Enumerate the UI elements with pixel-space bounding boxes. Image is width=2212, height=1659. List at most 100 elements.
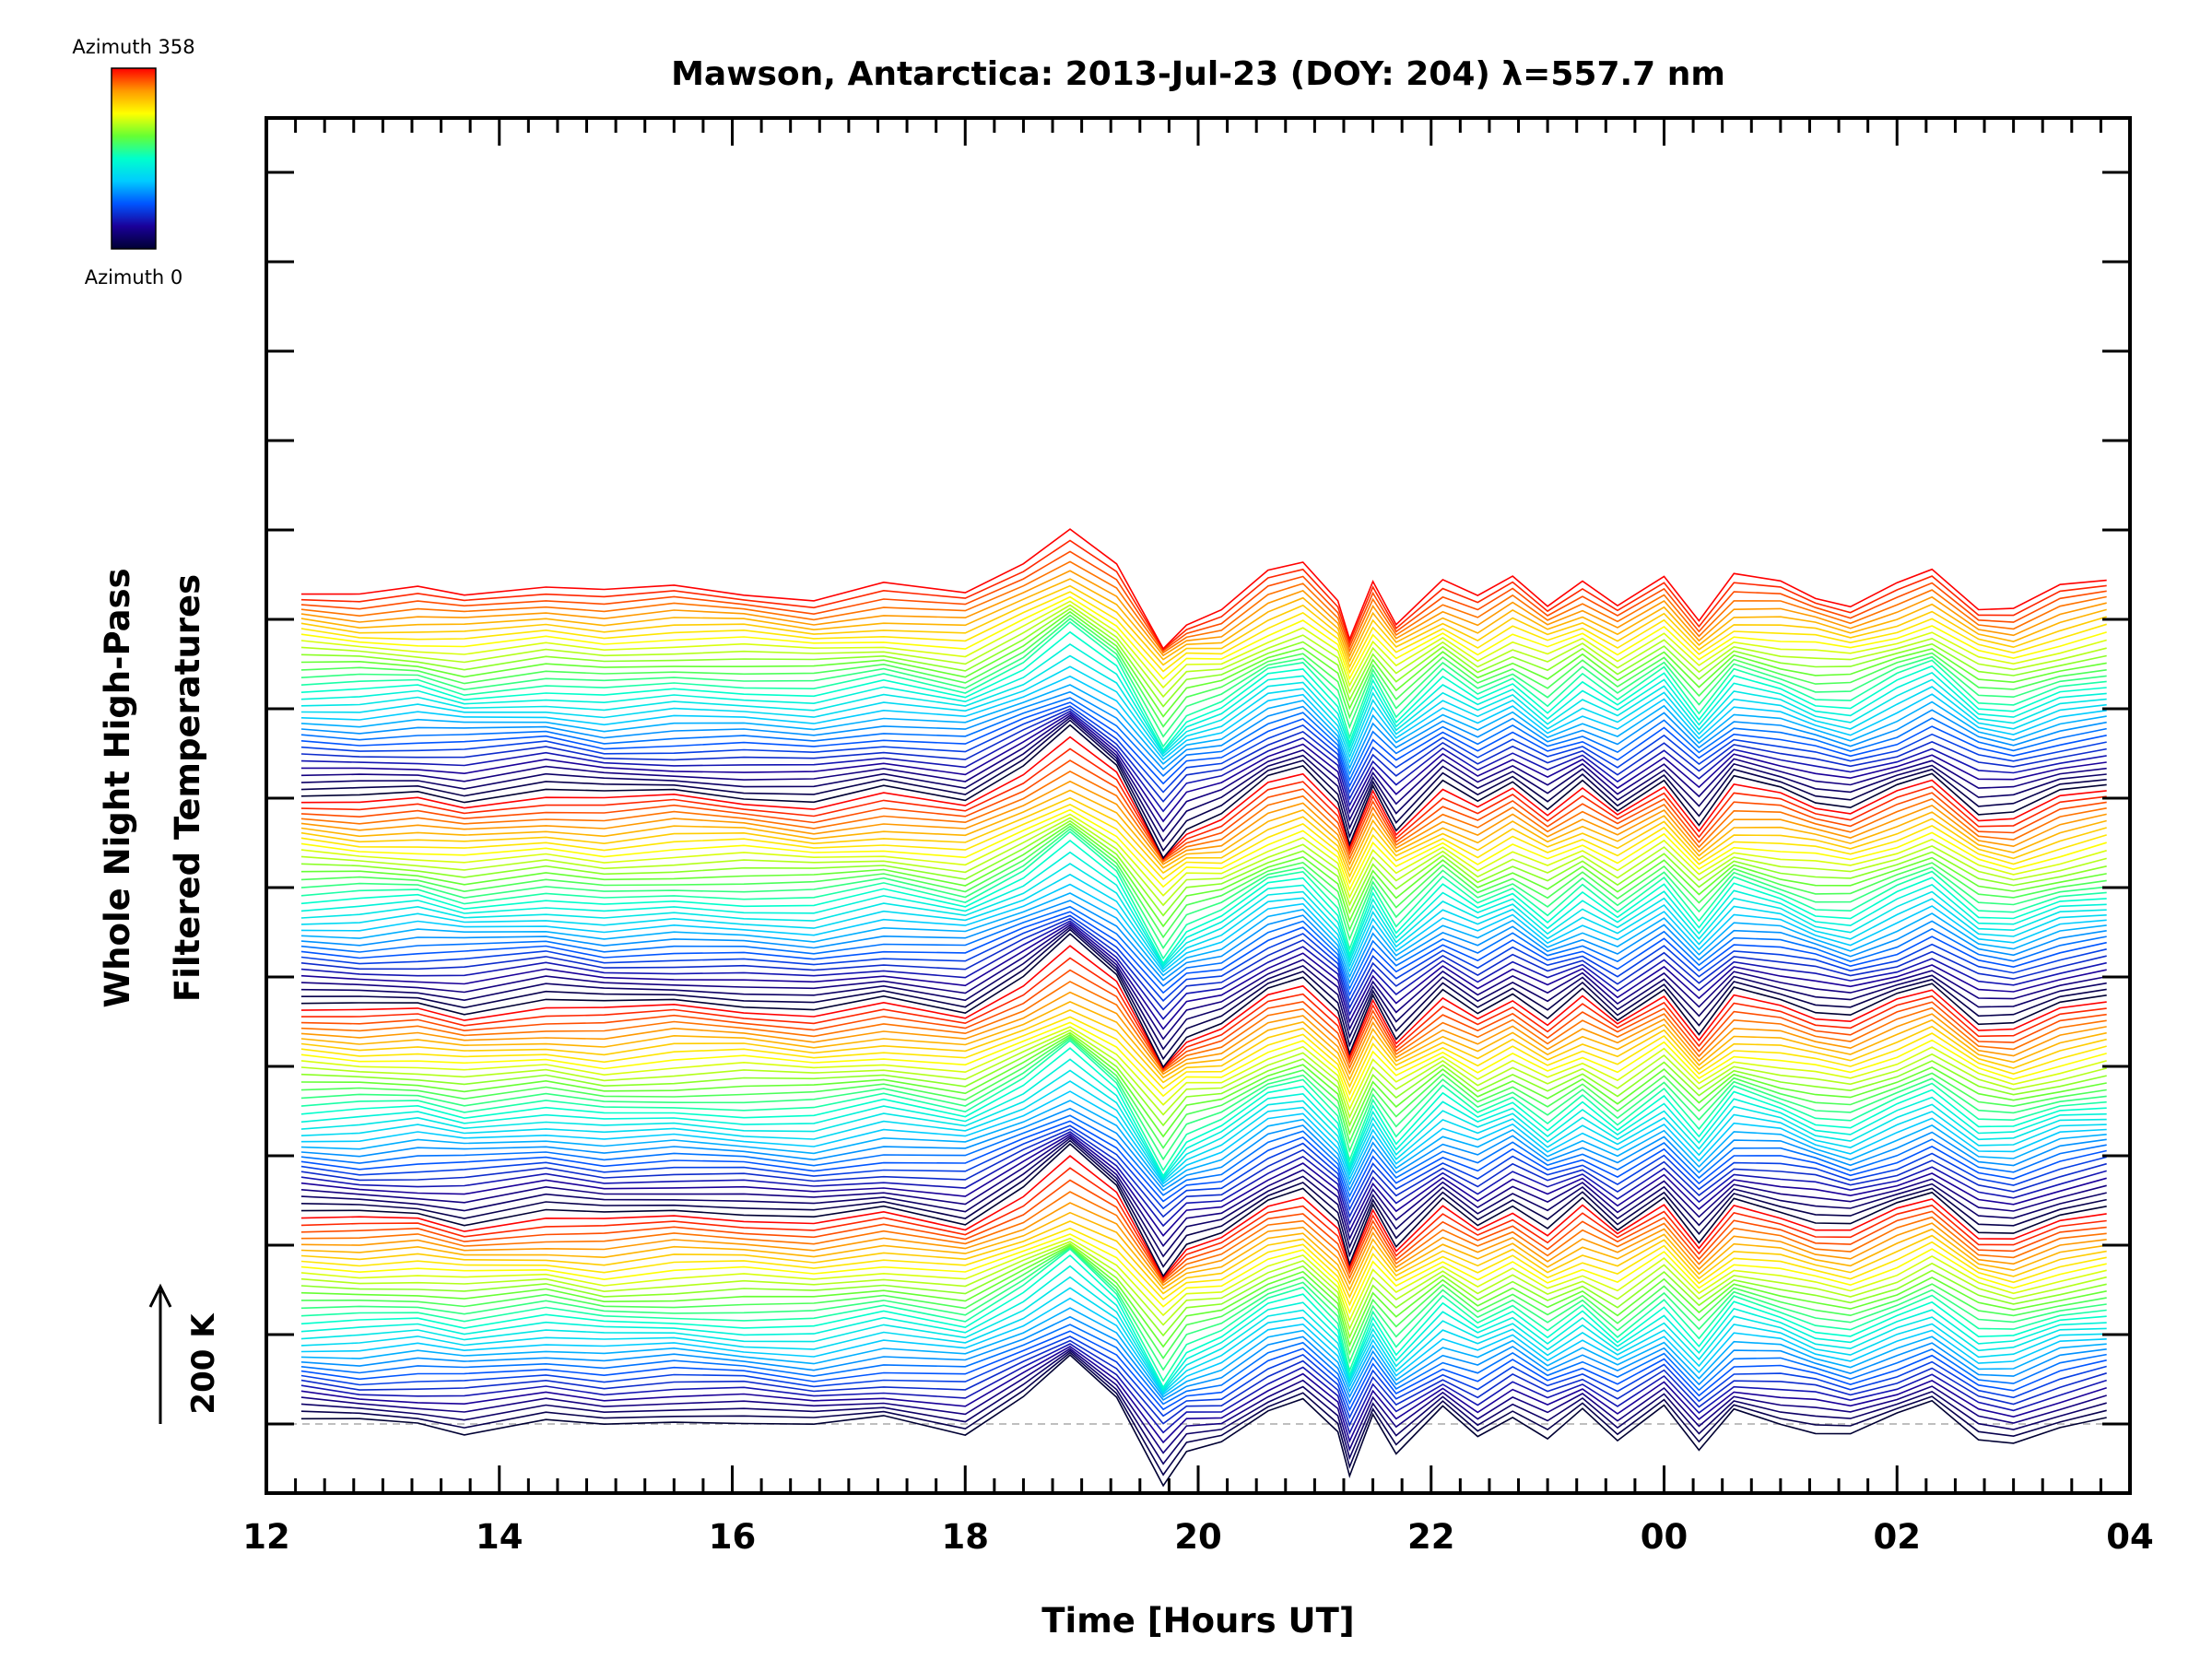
series-line [300,1143,2107,1278]
series-line [300,1315,2107,1401]
series-line [300,1179,2107,1282]
series-line [300,690,2107,776]
series-line [300,911,2107,997]
x-tick-label: 04 [2106,1517,2154,1557]
series-line [300,1029,2107,1120]
y-axis-label-line2: Filtered Temperatures [168,574,207,1002]
series-line [300,1351,2107,1477]
series-line [300,981,2107,1073]
colorbar: Azimuth 358 Azimuth 0 [72,36,194,288]
series-line [300,1035,2107,1149]
series-line [300,1307,2107,1398]
series-line [300,1345,2107,1444]
series-line [300,780,2107,866]
series-line [300,819,2107,917]
series-line [300,1037,2107,1161]
x-tick-label: 20 [1174,1517,1222,1557]
x-tick-label: 16 [709,1517,757,1557]
series-line [300,570,2107,658]
series-line [300,825,2107,939]
x-tick-label: 02 [1874,1517,1922,1557]
series-line [300,1339,2107,1428]
series-line [300,759,2107,862]
series-line [300,1276,2107,1393]
series-line [300,822,2107,928]
series-line [300,1039,2107,1172]
y-axis-label: Whole Night High-Pass Filtered Temperatu… [98,568,207,1007]
series-line [300,1349,2107,1465]
chart-title: Mawson, Antarctica: 2013-Jul-23 (DOY: 20… [671,55,1725,93]
series-line [300,920,2107,1020]
series-line [300,957,2107,1071]
x-tick-label: 14 [476,1517,524,1557]
series-line [300,1090,2107,1185]
series-line [300,1136,2107,1258]
series-line [300,1233,2107,1315]
series-line [300,892,2107,979]
series-line [300,1330,2107,1412]
series-line [300,863,2107,969]
series-line [300,614,2107,728]
series-line [300,969,2107,1072]
series-line [300,550,2107,653]
series-line [300,1058,2107,1180]
series-line [300,1354,2107,1488]
series-line [300,1031,2107,1128]
scale-bar-label: 200 K [185,1312,222,1415]
series-line [300,830,2107,960]
series-line [300,1324,2107,1406]
series-line [300,1139,2107,1268]
series-line [300,1237,2107,1323]
x-tick-label: 12 [242,1517,290,1557]
series-line [300,610,2107,718]
series-line [300,528,2107,651]
series-line [300,1167,2107,1281]
series-line [300,684,2107,771]
series-line [300,808,2107,892]
series-line [300,724,2107,860]
series-line [300,1021,2107,1103]
series-line [300,945,2107,1070]
series-line [300,560,2107,654]
series-line [300,1242,2107,1339]
series-line [300,735,2107,860]
series-line [300,712,2107,823]
series-line [300,1033,2107,1138]
series-line [300,1080,2107,1183]
series-line [300,1347,2107,1454]
colorbar-min-label: Azimuth 0 [85,266,183,288]
x-tick-label: 18 [942,1517,990,1557]
series-line [300,917,2107,1011]
series-line [300,714,2107,833]
series-line [300,924,2107,1041]
colorbar-max-label: Azimuth 358 [72,36,194,58]
series-line [300,665,2107,759]
series-line [300,584,2107,669]
x-tick-labels: 12 14 16 18 20 22 00 02 04 [242,1517,2154,1557]
series-line [300,1124,2107,1212]
series-line [300,1227,2107,1307]
series-line [300,1100,2107,1188]
series-line [300,828,2107,949]
series-line [300,804,2107,885]
series-line [300,675,2107,765]
series-line [300,591,2107,675]
series-line [300,701,2107,788]
series-line [300,539,2107,651]
series-line [300,1220,2107,1300]
series-line [300,705,2107,794]
series-line [300,770,2107,864]
series-line [300,578,2107,664]
series-line [300,1135,2107,1248]
series-line [300,1155,2107,1279]
series-line [300,789,2107,872]
series-line [300,1009,2107,1088]
series-line [300,1133,2107,1237]
x-tick-label: 00 [1641,1517,1688,1557]
series-line [300,925,2107,1051]
series-line [300,1114,2107,1198]
colorbar-gradient [111,67,157,250]
series-line [300,708,2107,803]
series-line [300,796,2107,878]
series-line [300,905,2107,991]
